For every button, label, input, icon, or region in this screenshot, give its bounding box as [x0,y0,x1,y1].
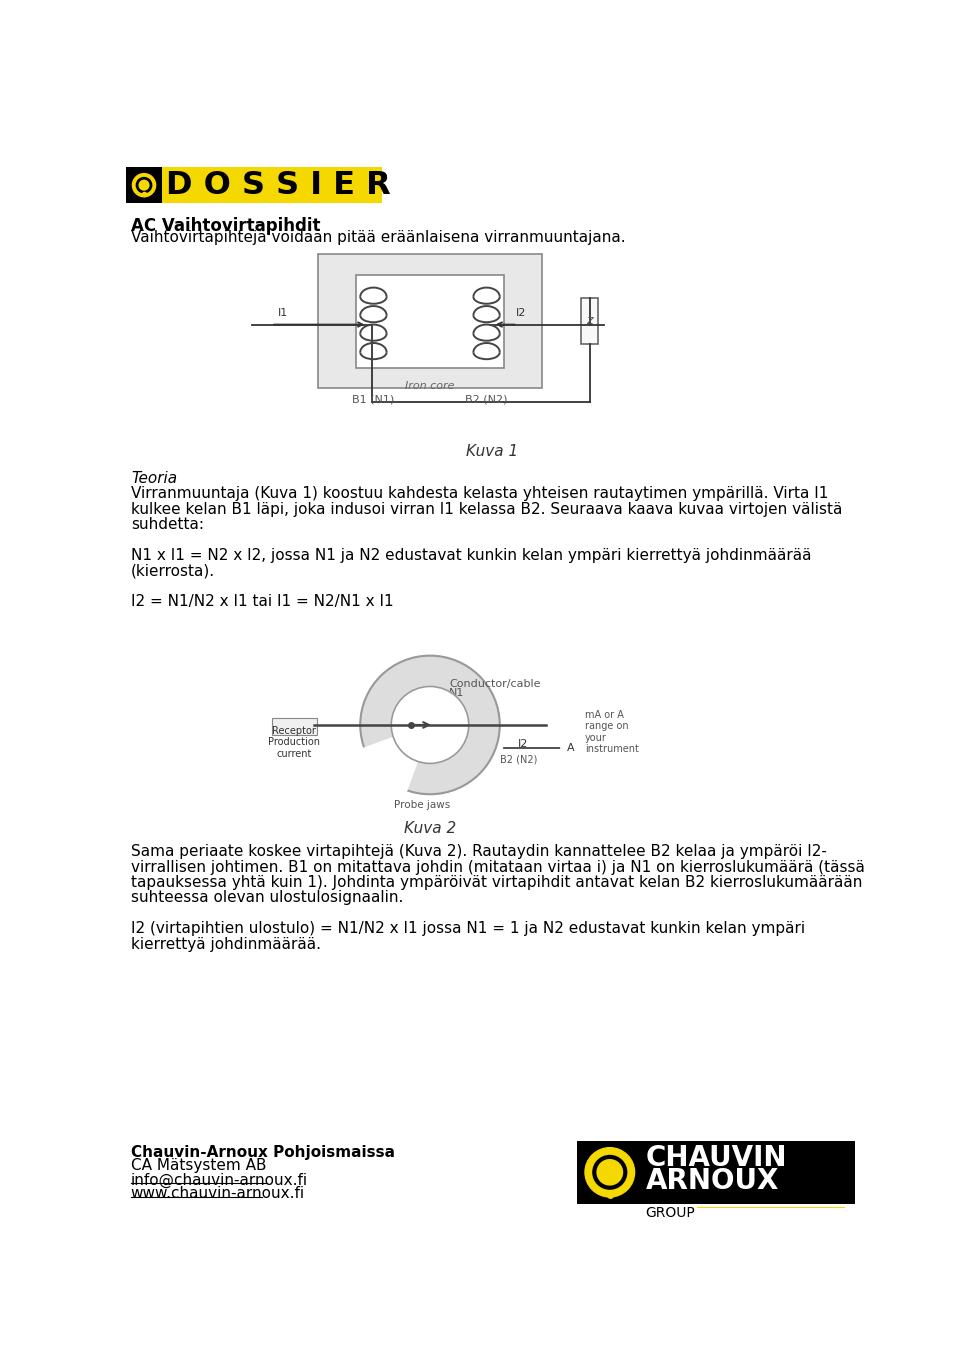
Bar [318,254,542,388]
Text: Kuva 2: Kuva 2 [404,821,456,836]
FancyBboxPatch shape [272,718,317,735]
Text: D O S S I E R: D O S S I E R [166,170,392,201]
Text: z: z [587,315,593,327]
Text: www.chauvin-arnoux.fi: www.chauvin-arnoux.fi [131,1186,305,1201]
Bar [126,167,162,204]
Text: I2 (virtapihtien ulostulo) = N1/N2 x I1 jossa N1 = 1 ja N2 edustavat kunkin kela: I2 (virtapihtien ulostulo) = N1/N2 x I1 … [131,921,805,936]
Bar [577,1141,854,1204]
Text: tapauksessa yhtä kuin 1). Johdinta ympäröivät virtapihdit antavat kelan B2 kierr: tapauksessa yhtä kuin 1). Johdinta ympär… [131,875,862,890]
Text: kulkee kelan B1 läpi, joka indusoi virran I1 kelassa B2. Seuraava kaava kuvaa vi: kulkee kelan B1 läpi, joka indusoi virra… [131,502,842,517]
Text: N1: N1 [449,688,465,697]
Text: Production
current: Production current [269,737,321,759]
Text: B1 (N1): B1 (N1) [352,395,395,404]
Text: suhdetta:: suhdetta: [131,517,204,532]
Text: I2 = N1/N2 x I1 tai I1 = N2/N1 x I1: I2 = N1/N2 x I1 tai I1 = N2/N1 x I1 [131,594,394,609]
Text: I1: I1 [277,308,288,319]
Text: Receptor: Receptor [273,726,316,737]
Bar [126,167,382,204]
Text: suhteessa olevan ulostulosignaalin.: suhteessa olevan ulostulosignaalin. [131,890,403,905]
Circle shape [585,1148,635,1197]
Text: I2: I2 [517,738,528,749]
Text: (kierrosta).: (kierrosta). [131,563,215,578]
Text: Kuva 1: Kuva 1 [466,444,518,459]
Text: CHAUVIN: CHAUVIN [645,1144,787,1171]
Text: AC Vaihtovirtapihdit: AC Vaihtovirtapihdit [131,217,321,235]
Circle shape [392,687,468,764]
Text: mA or A
range on
your
instrument: mA or A range on your instrument [585,710,638,754]
Text: Virranmuuntaja (Kuva 1) koostuu kahdesta kelasta yhteisen rautaytimen ympärillä.: Virranmuuntaja (Kuva 1) koostuu kahdesta… [131,486,828,501]
Text: Vaihtovirtapihtejä voidaan pitää eräänlaisena virranmuuntajana.: Vaihtovirtapihtejä voidaan pitää eräänla… [131,229,626,244]
Text: B2 (N2): B2 (N2) [500,754,538,764]
Text: Probe jaws: Probe jaws [395,801,450,810]
Bar [581,297,598,343]
Text: A: A [567,744,575,753]
Circle shape [561,738,581,759]
Text: N1 x I1 = N2 x I2, jossa N1 ja N2 edustavat kunkin kelan ympäri kierrettyä johdi: N1 x I1 = N2 x I2, jossa N1 ja N2 edusta… [131,548,811,563]
Circle shape [360,655,500,794]
Text: Teoria: Teoria [131,471,177,486]
Text: I2: I2 [516,308,527,319]
Text: Chauvin-Arnoux Pohjoismaissa: Chauvin-Arnoux Pohjoismaissa [131,1144,395,1160]
Circle shape [132,174,156,197]
Text: Iron core: Iron core [405,381,455,391]
Text: Sama periaate koskee virtapihtejä (Kuva 2). Rautaydin kannattelee B2 kelaa ja ym: Sama periaate koskee virtapihtejä (Kuva … [131,844,827,859]
Text: virrallisen johtimen. B1 on mitattava johdin (mitataan virtaa i) ja N1 on kierro: virrallisen johtimen. B1 on mitattava jo… [131,860,865,875]
Bar [356,275,504,368]
Bar [697,1206,845,1220]
Text: GROUP: GROUP [645,1206,695,1220]
Wedge shape [363,725,430,791]
Text: ARNOUX: ARNOUX [645,1167,779,1194]
Text: info@chauvin-arnoux.fi: info@chauvin-arnoux.fi [131,1172,308,1187]
Text: kierrettyä johdinmäärää.: kierrettyä johdinmäärää. [131,936,321,951]
Text: CA Mätsystem AB: CA Mätsystem AB [131,1159,266,1174]
Text: Conductor/cable: Conductor/cable [449,678,540,689]
Text: B2 (N2): B2 (N2) [466,395,508,404]
